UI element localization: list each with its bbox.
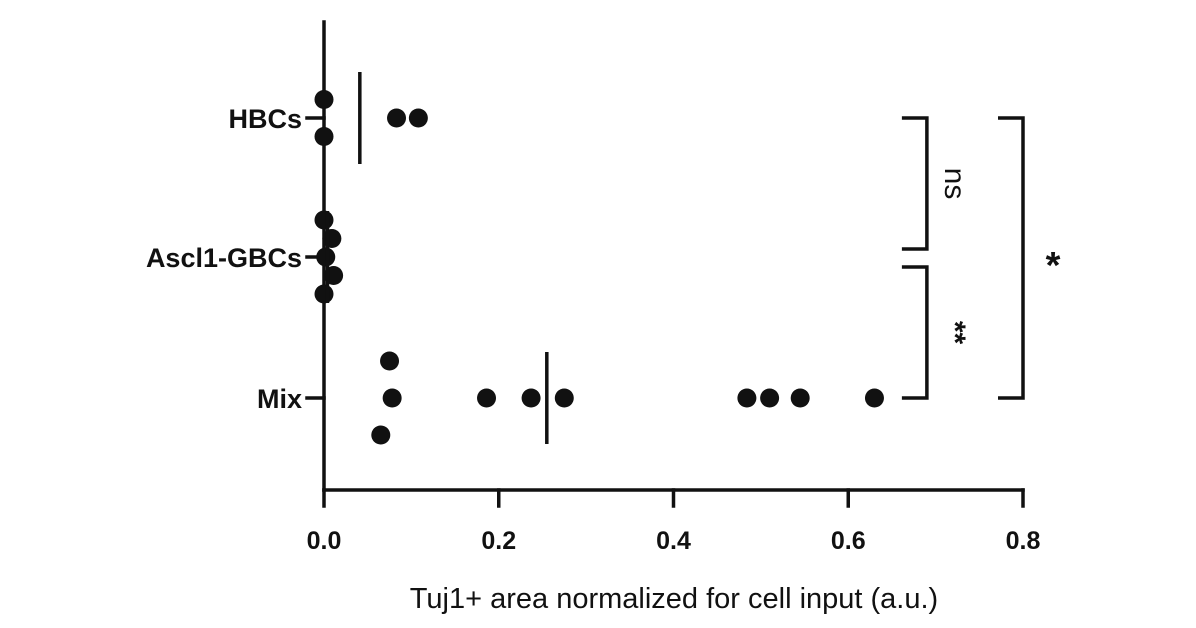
significance-brackets: ns*** (901, 116, 1061, 400)
data-point (314, 284, 334, 304)
data-point (554, 388, 574, 408)
x-tick-label: 0.6 (831, 527, 866, 555)
significance-bracket (998, 116, 1025, 400)
data-point (382, 388, 402, 408)
y-category-label: Ascl1-GBCs (146, 243, 302, 273)
x-tick-label: 0.2 (481, 527, 516, 555)
data-point (760, 388, 780, 408)
data-point (521, 388, 541, 408)
data-point (790, 388, 810, 408)
data-marks (314, 72, 884, 445)
data-point (314, 210, 334, 230)
x-axis-title: Tuj1+ area normalized for cell input (a.… (410, 583, 938, 615)
x-tick-label: 0.0 (307, 527, 342, 555)
data-point (737, 388, 757, 408)
y-category-label: Mix (257, 384, 302, 414)
data-point (314, 90, 334, 109)
data-point (408, 108, 428, 128)
axes: 0.0 0.2 0.4 0.6 0.8 HBCs Ascl1-GBCs Mix (146, 20, 1041, 555)
data-point (864, 388, 884, 408)
x-tick-label: 0.8 (1006, 527, 1041, 555)
data-point (387, 108, 407, 128)
data-point (477, 388, 497, 408)
significance-label: * (1046, 245, 1061, 287)
data-point (380, 351, 400, 371)
significance-label: ** (938, 321, 971, 345)
data-point (371, 425, 391, 445)
significance-bracket (901, 265, 929, 400)
significance-label: ns (938, 168, 971, 200)
data-point (314, 127, 334, 146)
y-category-label: HBCs (228, 104, 302, 134)
significance-bracket (901, 116, 929, 251)
x-tick-label: 0.4 (656, 527, 691, 555)
data-point (322, 229, 342, 248)
